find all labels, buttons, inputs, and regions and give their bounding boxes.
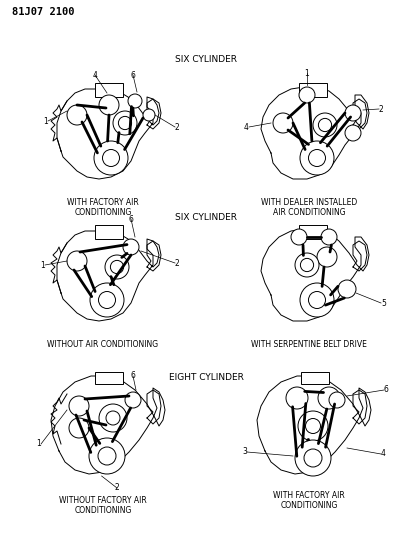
- Text: SIX CYLINDER: SIX CYLINDER: [175, 55, 237, 64]
- Text: WITHOUT FACTORY AIR
CONDITIONING: WITHOUT FACTORY AIR CONDITIONING: [59, 496, 147, 515]
- Circle shape: [103, 149, 119, 166]
- Circle shape: [318, 387, 340, 409]
- Circle shape: [69, 418, 89, 438]
- Circle shape: [304, 449, 322, 467]
- Circle shape: [338, 280, 356, 298]
- Circle shape: [105, 255, 129, 279]
- Circle shape: [69, 396, 89, 416]
- Circle shape: [125, 392, 141, 408]
- Circle shape: [98, 292, 115, 309]
- Text: 81J07 2100: 81J07 2100: [12, 7, 75, 17]
- Circle shape: [300, 141, 334, 175]
- Circle shape: [313, 113, 337, 137]
- Circle shape: [128, 94, 142, 108]
- Circle shape: [67, 251, 87, 271]
- Text: SIX CYLINDER: SIX CYLINDER: [175, 214, 237, 222]
- Circle shape: [300, 283, 334, 317]
- Text: 5: 5: [381, 298, 386, 308]
- Circle shape: [90, 283, 124, 317]
- Text: 1: 1: [43, 117, 48, 125]
- Circle shape: [309, 292, 325, 309]
- Bar: [95, 83, 123, 97]
- Bar: [95, 372, 123, 384]
- Circle shape: [345, 105, 361, 121]
- Circle shape: [295, 253, 319, 277]
- Text: WITH FACTORY AIR
CONDITIONING: WITH FACTORY AIR CONDITIONING: [67, 198, 139, 217]
- Circle shape: [98, 447, 116, 465]
- Text: 2: 2: [115, 483, 119, 492]
- Text: EIGHT CYLINDER: EIGHT CYLINDER: [169, 374, 243, 383]
- Bar: [299, 225, 327, 239]
- Text: 2: 2: [379, 104, 384, 114]
- Bar: [299, 83, 327, 97]
- Text: WITHOUT AIR CONDITIONING: WITHOUT AIR CONDITIONING: [47, 340, 159, 349]
- Text: 6: 6: [131, 70, 136, 79]
- Text: 1: 1: [36, 440, 41, 448]
- Circle shape: [89, 438, 125, 474]
- Circle shape: [143, 109, 155, 121]
- Circle shape: [298, 411, 328, 441]
- Circle shape: [318, 118, 332, 132]
- Bar: [301, 372, 329, 384]
- Circle shape: [321, 229, 337, 245]
- Circle shape: [300, 259, 314, 272]
- Text: 2: 2: [175, 123, 180, 132]
- Text: 4: 4: [244, 123, 249, 132]
- Circle shape: [123, 239, 139, 255]
- Circle shape: [345, 125, 361, 141]
- Text: WITH SERPENTINE BELT DRIVE: WITH SERPENTINE BELT DRIVE: [251, 340, 367, 349]
- Circle shape: [110, 261, 124, 273]
- Circle shape: [317, 247, 337, 267]
- Circle shape: [106, 411, 120, 425]
- Circle shape: [286, 387, 308, 409]
- Text: 1: 1: [304, 69, 309, 77]
- Text: 4: 4: [381, 449, 386, 458]
- Text: 6: 6: [384, 385, 389, 394]
- Text: 2: 2: [175, 259, 180, 268]
- Circle shape: [99, 404, 127, 432]
- Circle shape: [67, 105, 87, 125]
- Text: 1: 1: [40, 261, 45, 270]
- Text: 6: 6: [131, 372, 136, 381]
- Circle shape: [118, 116, 131, 130]
- Bar: [95, 225, 123, 239]
- Circle shape: [94, 141, 128, 175]
- Text: WITH DEALER INSTALLED
AIR CONDITIONING: WITH DEALER INSTALLED AIR CONDITIONING: [261, 198, 357, 217]
- Text: 3: 3: [242, 448, 247, 456]
- Circle shape: [299, 87, 315, 103]
- Circle shape: [273, 113, 293, 133]
- Circle shape: [99, 95, 119, 115]
- Circle shape: [113, 111, 137, 135]
- Circle shape: [309, 149, 325, 166]
- Text: 4: 4: [93, 70, 97, 79]
- Text: 6: 6: [129, 214, 133, 223]
- Circle shape: [306, 418, 321, 433]
- Circle shape: [291, 229, 307, 245]
- Circle shape: [295, 440, 331, 476]
- Circle shape: [329, 392, 345, 408]
- Text: WITH FACTORY AIR
CONDITIONING: WITH FACTORY AIR CONDITIONING: [273, 491, 345, 511]
